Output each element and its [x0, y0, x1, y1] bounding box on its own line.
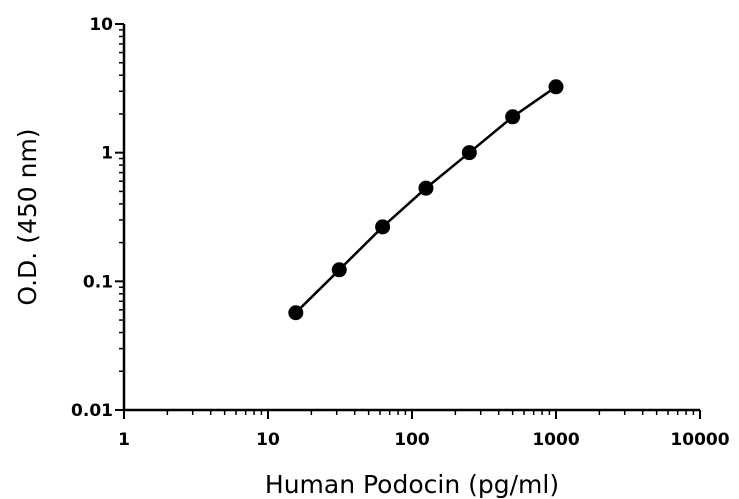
y-tick-label: 0.01 — [71, 401, 113, 421]
data-point — [461, 145, 477, 161]
data-point — [331, 262, 347, 278]
data-point — [375, 219, 391, 235]
y-tick-label: 1 — [101, 144, 113, 164]
x-tick-label: 1000 — [532, 430, 579, 450]
axes — [122, 24, 700, 412]
x-tick-label: 100 — [394, 430, 430, 450]
y-axis-title: O.D. (450 nm) — [13, 128, 42, 305]
data-point — [288, 305, 304, 321]
y-tick-label: 10 — [89, 15, 113, 35]
y-tick-label: 0.1 — [83, 272, 113, 292]
x-tick-label: 1 — [118, 430, 130, 450]
ticks: 1 10 100 1000 10000 0.01 0.1 1 10 — [71, 15, 730, 450]
plot-area — [288, 79, 564, 321]
data-point — [548, 79, 564, 95]
x-axis-title: Human Podocin (pg/ml) — [265, 470, 559, 499]
data-point — [418, 180, 434, 196]
x-tick-label: 10000 — [670, 430, 729, 450]
data-point — [505, 109, 521, 125]
x-tick-label: 10 — [256, 430, 280, 450]
